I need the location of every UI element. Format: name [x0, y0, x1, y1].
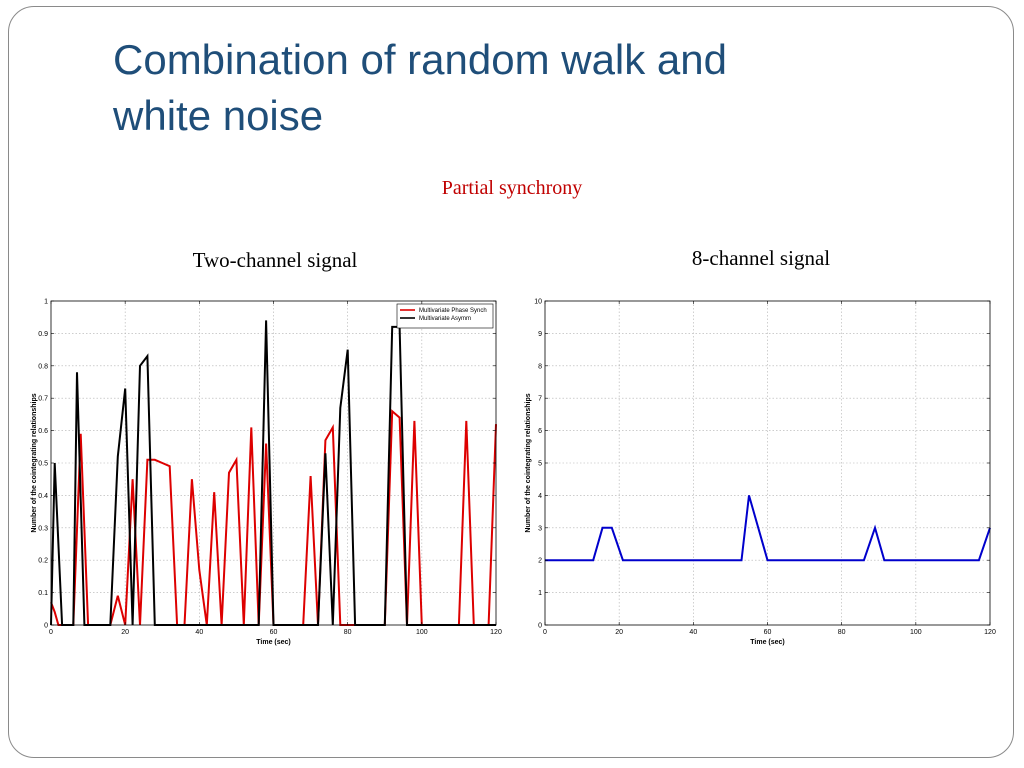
legend-box — [396, 303, 494, 329]
y-tick-label: 0.2 — [38, 558, 48, 565]
series-line-1 — [50, 409, 497, 626]
y-tick-label: 10 — [534, 299, 542, 306]
y-axis-label: Number of the cointegrating relationship… — [525, 393, 532, 532]
x-tick-label: 40 — [195, 629, 203, 636]
slide-title-line-1: Combination of random walk and — [113, 36, 728, 83]
y-tick-label: 9 — [538, 331, 542, 338]
series-line-1 — [545, 495, 991, 562]
left-panel-heading: Two-channel signal — [192, 248, 358, 272]
x-tick-label: 100 — [910, 629, 922, 636]
x-tick-label: 20 — [615, 629, 623, 636]
x-tick-label: 80 — [838, 629, 846, 636]
y-tick-label: 0.6 — [38, 428, 48, 435]
eight-channel-chart: 0 20 40 60 80 100 120 0 1 2 3 4 5 6 7 8 9 10 Time (sec) Num… — [525, 299, 996, 647]
y-tick-label: 0 — [44, 623, 48, 630]
y-tick-label: 1 — [538, 590, 542, 597]
x-tick-label: 120 — [984, 629, 996, 636]
y-tick-label: 6 — [538, 428, 542, 435]
y-tick-label: 4 — [538, 493, 542, 500]
x-tick-label: 60 — [764, 629, 772, 636]
legend-entry: Multivariate Asymm — [419, 316, 471, 322]
y-tick-label: 1 — [44, 299, 48, 306]
y-tick-label: 0.8 — [38, 363, 48, 370]
y-tick-label: 0 — [538, 623, 542, 630]
x-tick-label: 0 — [49, 629, 53, 636]
y-tick-label: 8 — [538, 363, 542, 370]
y-tick-label: 3 — [538, 525, 542, 532]
x-tick-label: 100 — [416, 629, 428, 636]
y-tick-label: 2 — [538, 558, 542, 565]
y-tick-label: 5 — [538, 461, 542, 468]
two-channel-chart: 0 20 40 60 80 100 120 0 0.1 0.2 0.3 0.4 0.5 0.6 0.7 0.8… — [31, 299, 502, 647]
y-tick-label: 0.7 — [38, 396, 48, 403]
slide-subtitle: Partial synchrony — [441, 177, 583, 199]
x-tick-label: 120 — [490, 629, 502, 636]
y-tick-label: 0.3 — [38, 525, 48, 532]
slide-title: Combination of random walk and white noi… — [113, 32, 913, 144]
x-axis-label: Time (sec) — [750, 639, 785, 646]
x-axis-label: Time (sec) — [256, 639, 291, 646]
y-tick-label: 7 — [538, 396, 542, 403]
x-tick-label: 0 — [543, 629, 547, 636]
y-tick-label: 0.1 — [38, 590, 48, 597]
slide-title-line-2: white noise — [113, 92, 324, 139]
y-tick-label: 0.9 — [38, 331, 48, 338]
x-tick-label: 80 — [344, 629, 352, 636]
x-tick-label: 40 — [689, 629, 697, 636]
x-tick-label: 60 — [270, 629, 278, 636]
y-axis-label: Number of the cointegrating relationship… — [31, 393, 38, 532]
legend-entry: Multivariate Phase Synch — [419, 308, 487, 314]
x-tick-label: 20 — [121, 629, 129, 636]
y-tick-label: 0.4 — [38, 493, 48, 500]
right-panel-heading: 8-channel signal — [691, 246, 831, 270]
y-tick-label: 0.5 — [38, 461, 48, 468]
